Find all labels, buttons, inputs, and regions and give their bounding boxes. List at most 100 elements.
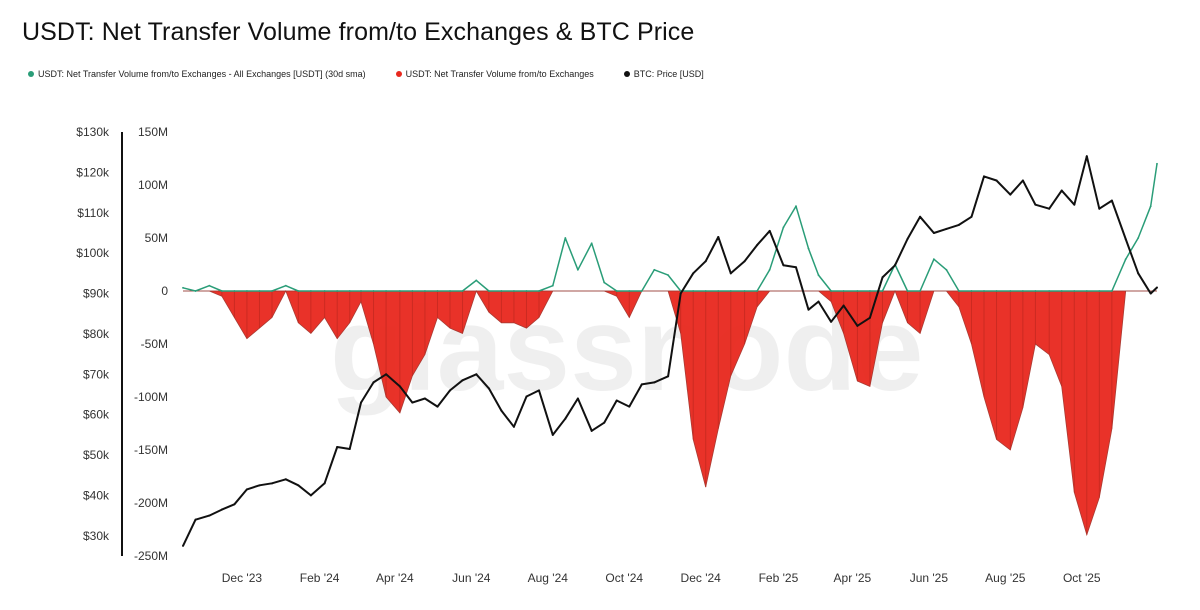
- btc-price-point: [906, 238, 909, 241]
- btc-price-point: [220, 508, 223, 511]
- btc-price-point: [1073, 203, 1076, 206]
- left-tick-label: $120k: [76, 165, 110, 179]
- legend-dot-net-transfer: [395, 71, 402, 77]
- btc-price-point: [348, 447, 351, 450]
- btc-price-point: [372, 381, 375, 384]
- btc-price-point: [615, 399, 618, 402]
- btc-price-point: [957, 223, 960, 226]
- sma-point: [336, 290, 339, 292]
- x-tick-label: Apr '24: [376, 571, 414, 585]
- btc-price-point: [894, 264, 897, 267]
- left-tick-label: $100k: [76, 246, 110, 260]
- btc-price-point: [245, 488, 248, 491]
- sma-point: [958, 290, 960, 292]
- legend-label-btc-price: BTC: Price [USD]: [633, 69, 704, 79]
- sma-point: [487, 290, 490, 292]
- sma-point: [881, 290, 884, 292]
- x-tick-label: Oct '24: [605, 571, 643, 585]
- btc-price-point: [868, 316, 871, 319]
- chart-legend: USDT: Net Transfer Volume from/to Exchan…: [28, 69, 704, 79]
- sma-point: [692, 290, 695, 292]
- sma-point: [182, 286, 184, 289]
- x-tick-label: Apr '25: [834, 571, 872, 585]
- sma-point: [640, 290, 643, 292]
- btc-price-point: [1021, 179, 1024, 182]
- btc-price-point: [309, 494, 312, 497]
- sma-point: [906, 290, 909, 292]
- sma-point: [1021, 290, 1024, 292]
- x-tick-label: Aug '24: [528, 571, 569, 585]
- btc-price-point: [576, 397, 579, 400]
- x-tick-label: Aug '25: [985, 571, 1026, 585]
- sma-point: [782, 226, 785, 229]
- left-tick-label: $90k: [83, 287, 110, 301]
- right-tick-label: 100M: [138, 178, 168, 192]
- x-tick-label: Feb '24: [300, 571, 340, 585]
- x-tick-label: Jun '25: [910, 571, 949, 585]
- btc-price-point: [1098, 207, 1101, 210]
- btc-price-point: [983, 175, 986, 178]
- sma-point: [309, 290, 312, 292]
- sma-point: [538, 290, 540, 292]
- left-tick-label: $70k: [83, 367, 110, 381]
- sma-point: [1149, 205, 1152, 208]
- sma-point: [576, 268, 579, 271]
- legend-item-btc-price[interactable]: BTC: Price [USD]: [623, 69, 704, 79]
- btc-price-point: [297, 484, 300, 487]
- sma-point: [525, 290, 528, 292]
- btc-price-point: [692, 272, 695, 275]
- x-tick-label: Feb '25: [759, 571, 799, 585]
- sma-point: [768, 268, 771, 271]
- sma-point: [717, 290, 720, 292]
- btc-price-point: [512, 425, 515, 428]
- sma-point: [297, 290, 300, 292]
- sma-point: [795, 205, 797, 208]
- sma-point: [807, 247, 810, 250]
- sma-point: [590, 242, 593, 245]
- sma-point: [1098, 290, 1101, 292]
- left-tick-label: $40k: [83, 488, 110, 502]
- btc-price-point: [487, 387, 490, 390]
- btc-price-point: [704, 260, 707, 263]
- btc-price-point: [233, 503, 236, 506]
- btc-price-point: [564, 417, 567, 420]
- left-tick-label: $30k: [83, 529, 110, 543]
- sma-point: [385, 290, 387, 292]
- right-tick-label: -50M: [141, 337, 168, 351]
- legend-label-net-transfer: USDT: Net Transfer Volume from/to Exchan…: [405, 69, 594, 79]
- left-tick-label: $50k: [83, 448, 110, 462]
- sma-point: [194, 290, 197, 292]
- sma-point: [869, 290, 871, 292]
- btc-price-point: [1124, 238, 1127, 241]
- sma-point: [945, 268, 948, 271]
- btc-price-point: [284, 478, 287, 481]
- sma-point: [995, 290, 998, 292]
- btc-price-point: [768, 229, 771, 232]
- legend-item-net-transfer[interactable]: USDT: Net Transfer Volume from/to Exchan…: [395, 69, 594, 79]
- sma-point: [436, 290, 439, 292]
- btc-price-point: [640, 383, 643, 386]
- btc-price-point: [436, 405, 439, 408]
- btc-price-point: [1137, 272, 1140, 275]
- legend-label-sma: USDT: Net Transfer Volume from/to Exchan…: [38, 69, 366, 79]
- sma-point: [1009, 290, 1012, 292]
- x-tick-label: Dec '24: [681, 571, 722, 585]
- btc-price-point: [881, 276, 884, 279]
- legend-dot-btc-price: [623, 71, 630, 77]
- right-tick-label: 50M: [145, 231, 168, 245]
- btc-price-point: [398, 385, 401, 388]
- sma-point: [551, 284, 554, 287]
- sma-point: [842, 290, 845, 292]
- btc-price-point: [970, 215, 973, 218]
- sma-point: [1060, 290, 1063, 292]
- btc-price-point: [411, 401, 414, 404]
- sma-point: [233, 290, 236, 292]
- legend-item-sma[interactable]: USDT: Net Transfer Volume from/to Exchan…: [28, 69, 366, 79]
- btc-price-point: [1048, 207, 1051, 210]
- btc-price-point: [423, 397, 426, 400]
- btc-price-point: [817, 300, 820, 303]
- btc-price-point: [782, 264, 785, 267]
- btc-price-point: [258, 484, 261, 487]
- sma-point: [220, 290, 223, 292]
- sma-point: [372, 290, 375, 292]
